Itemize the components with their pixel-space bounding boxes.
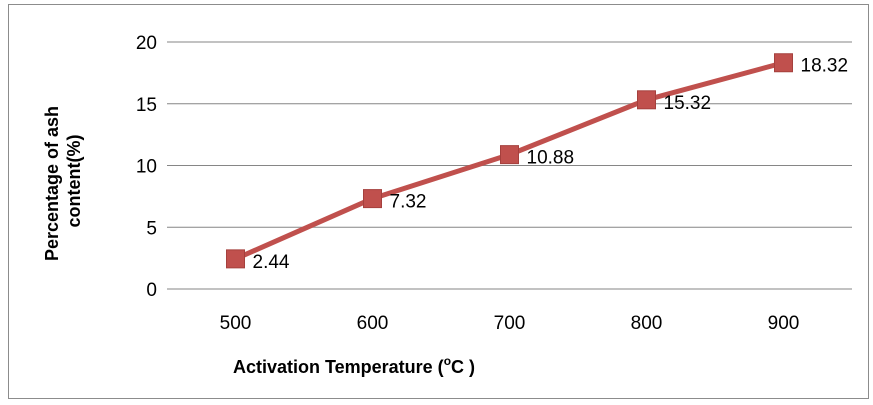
data-label: 2.44 bbox=[253, 252, 290, 273]
y-tick-label: 0 bbox=[146, 280, 157, 301]
data-label: 18.32 bbox=[801, 56, 849, 77]
y-axis-title-line-2: content(%) bbox=[64, 135, 84, 228]
x-tick-label: 700 bbox=[494, 313, 526, 334]
data-label: 15.32 bbox=[664, 93, 712, 114]
y-axis-title: Percentage of ash content(%) bbox=[42, 101, 84, 261]
y-axis-title-line-1: Percentage of ash bbox=[42, 106, 62, 261]
data-label: 10.88 bbox=[527, 148, 575, 169]
chart-frame: 0 5 10 15 20 500 600 700 800 900 2.44 7.32 10.88 15… bbox=[8, 4, 869, 399]
data-point-marker bbox=[226, 249, 245, 269]
data-point-marker bbox=[363, 189, 382, 209]
x-axis-title: Activation Temperature (oC ) bbox=[233, 354, 475, 377]
gridlines bbox=[167, 41, 852, 290]
data-label: 7.32 bbox=[390, 192, 427, 213]
x-tick-label: 500 bbox=[220, 313, 252, 334]
markers bbox=[226, 53, 793, 269]
data-labels: 2.44 7.32 10.88 15.32 18.32 bbox=[253, 56, 849, 273]
x-tick-label: 900 bbox=[768, 313, 800, 334]
y-tick-label: 10 bbox=[136, 157, 157, 178]
line-chart: 0 5 10 15 20 500 600 700 800 900 2.44 7.32 10.88 15… bbox=[42, 33, 852, 377]
y-axis-tick-labels: 0 5 10 15 20 bbox=[136, 33, 157, 301]
x-tick-label: 800 bbox=[631, 313, 663, 334]
data-point-marker bbox=[774, 53, 793, 73]
data-point-marker bbox=[500, 145, 519, 165]
y-tick-label: 15 bbox=[136, 95, 157, 116]
x-tick-label: 600 bbox=[357, 313, 389, 334]
data-point-marker bbox=[637, 90, 656, 110]
x-axis-tick-labels: 500 600 700 800 900 bbox=[220, 313, 800, 334]
y-tick-label: 5 bbox=[146, 218, 157, 239]
y-tick-label: 20 bbox=[136, 33, 157, 54]
